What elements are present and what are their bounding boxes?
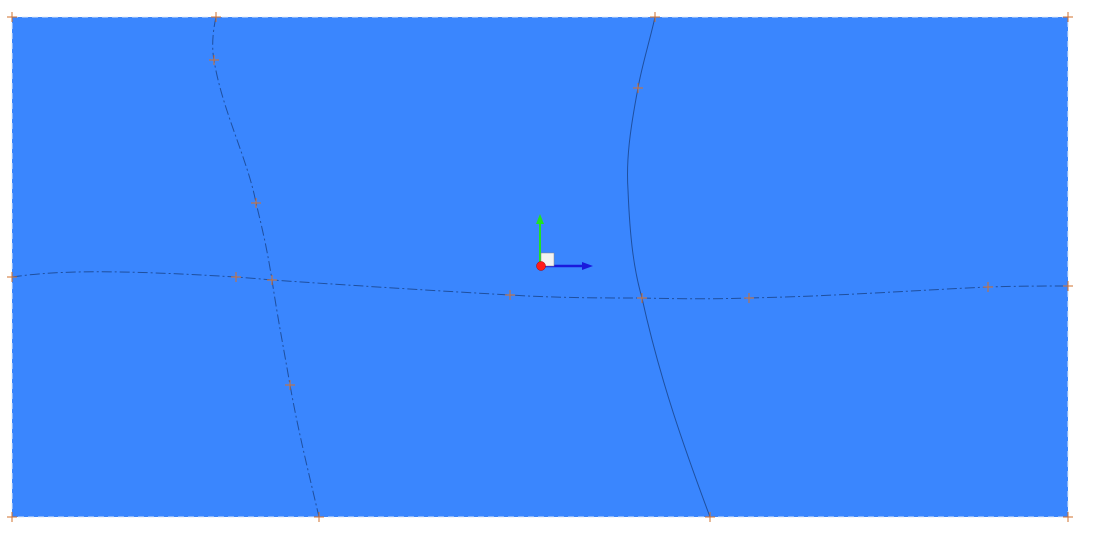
y-axis-head bbox=[536, 214, 544, 224]
control-points bbox=[7, 12, 1073, 522]
axis-triad bbox=[536, 214, 593, 271]
surface-edge bbox=[11, 16, 1069, 518]
curve-right[interactable] bbox=[626, 16, 711, 518]
x-axis-head bbox=[582, 262, 593, 270]
triad-origin[interactable] bbox=[536, 261, 546, 271]
point-markers[interactable] bbox=[7, 12, 1073, 522]
